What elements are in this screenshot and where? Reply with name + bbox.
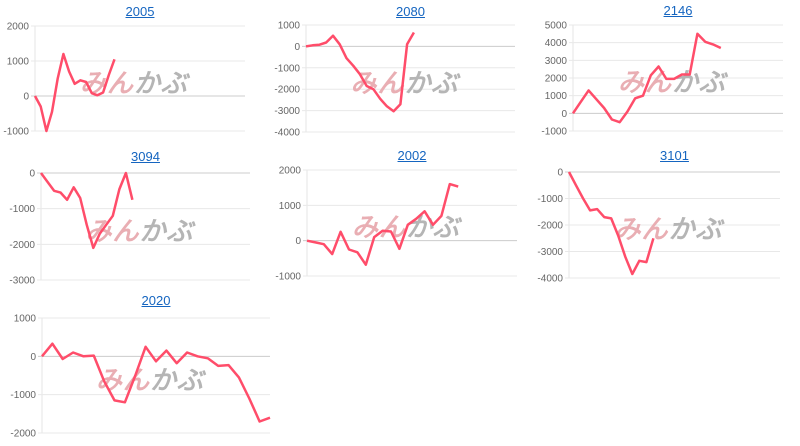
y-tick-label: -1000	[10, 390, 36, 401]
chart-title-link[interactable]: 2005	[125, 4, 155, 19]
y-tick-label: 0	[295, 236, 301, 247]
y-tick-label: -2000	[9, 240, 35, 251]
y-tick-label: 1000	[7, 57, 30, 68]
chart-title-link[interactable]: 3101	[660, 148, 689, 163]
y-tick-label: -1000	[275, 272, 301, 283]
series-line	[571, 32, 722, 124]
y-tick-label: 5000	[545, 21, 568, 32]
y-tick-label: 1000	[14, 314, 37, 325]
y-tick-label: -3000	[274, 106, 300, 117]
series-line	[306, 182, 459, 266]
y-tick-label: -2000	[10, 429, 36, 440]
y-tick-label: 0	[557, 168, 563, 179]
y-tick-label: 1000	[278, 21, 301, 32]
y-tick-label: -1000	[537, 194, 563, 205]
y-tick-label: -4000	[274, 128, 300, 139]
y-tick-label: 0	[29, 169, 35, 180]
chart-title-link[interactable]: 2146	[663, 3, 693, 18]
y-tick-label: 0	[30, 352, 36, 363]
y-tick-label: -1000	[541, 127, 567, 138]
y-tick-label: 2000	[7, 22, 30, 33]
y-tick-label: 0	[23, 92, 29, 103]
series-line	[305, 31, 415, 113]
y-tick-label: 4000	[545, 38, 568, 49]
y-tick-label: 2000	[279, 166, 302, 177]
chart-title-link[interactable]: 2020	[141, 293, 171, 308]
y-tick-label: -1000	[9, 204, 35, 215]
series-line	[33, 52, 116, 133]
y-tick-label: 1000	[279, 201, 302, 212]
y-tick-label: -2000	[274, 85, 300, 96]
y-tick-label: 0	[294, 42, 300, 53]
y-tick-label: -4000	[537, 274, 563, 285]
y-tick-label: -2000	[537, 221, 563, 232]
y-tick-label: 3000	[545, 56, 568, 67]
series-line	[39, 171, 134, 250]
chart-title-link[interactable]: 3094	[131, 149, 160, 164]
y-tick-label: -1000	[3, 127, 29, 138]
y-tick-label: -3000	[9, 276, 35, 287]
series-line	[567, 171, 655, 276]
y-tick-label: -3000	[537, 247, 563, 258]
y-tick-label: 1000	[545, 91, 568, 102]
series-line	[41, 342, 271, 423]
y-tick-label: -1000	[274, 63, 300, 74]
y-tick-label: 0	[561, 109, 567, 120]
y-tick-label: 2000	[545, 74, 568, 85]
chart-title-link[interactable]: 2002	[397, 148, 427, 163]
chart-title-link[interactable]: 2080	[396, 4, 425, 19]
